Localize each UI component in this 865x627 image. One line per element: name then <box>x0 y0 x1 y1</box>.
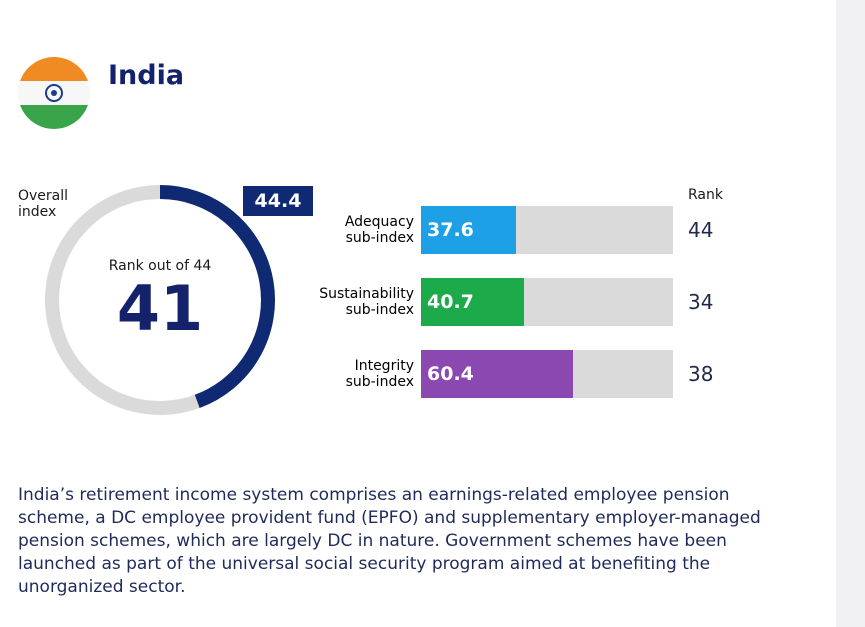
donut-value-arc <box>159 185 275 408</box>
integrity-rank: 38 <box>688 362 714 386</box>
sustainability-bar <box>421 278 524 326</box>
country-title: India <box>108 60 185 91</box>
adequacy-bar <box>421 206 516 254</box>
adequacy-label: Adequacy sub-index <box>290 214 414 246</box>
integrity-label: Integrity sub-index <box>290 358 414 390</box>
sustainability-rank: 34 <box>688 290 714 314</box>
sustainability-label-line1: Sustainability <box>319 286 414 302</box>
sustainability-label-line2: sub-index <box>345 302 414 318</box>
integrity-bar <box>421 350 574 398</box>
overall-index-value: 44.4 <box>243 186 313 216</box>
description-text: India’s retirement income system compris… <box>18 485 761 597</box>
adequacy-label-line1: Adequacy <box>344 214 414 230</box>
rank-caption: Rank out of 44 <box>108 258 212 274</box>
adequacy-value: 37.6 <box>427 219 474 241</box>
rank-column-header: Rank <box>688 187 723 203</box>
integrity-label-line1: Integrity <box>354 358 414 374</box>
sustainability-bar-track: 40.7 <box>421 278 673 326</box>
adequacy-label-line2: sub-index <box>345 230 414 246</box>
integrity-bar-track: 60.4 <box>421 350 673 398</box>
integrity-label-line2: sub-index <box>345 374 414 390</box>
adequacy-bar-track: 37.6 <box>421 206 673 254</box>
sustainability-value: 40.7 <box>427 291 474 313</box>
side-strip <box>836 0 865 627</box>
overall-index-label: Overall index <box>18 188 69 220</box>
adequacy-rank: 44 <box>688 218 714 242</box>
ashoka-chakra-icon <box>45 84 63 102</box>
overall-rank: 41 <box>116 272 204 345</box>
sustainability-label: Sustainability sub-index <box>290 286 414 318</box>
integrity-value: 60.4 <box>427 363 474 385</box>
